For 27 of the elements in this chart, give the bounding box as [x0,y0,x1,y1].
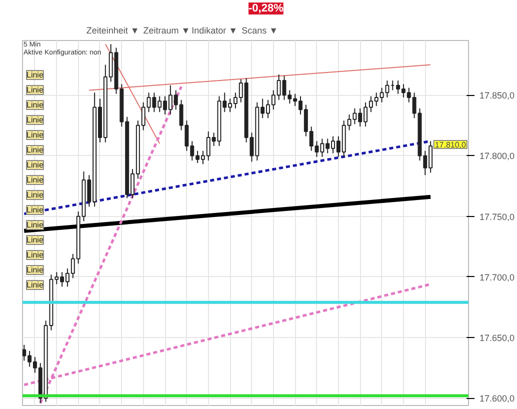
text: Scans ▼ [242,26,278,36]
text: -0,28% [248,2,284,14]
annotation: Linie [26,250,44,260]
annotation: Linie [26,116,44,124]
annotation: Linie [26,280,44,290]
annotation: Linie [26,70,44,80]
y-tick-label: 17.800,0 [480,151,515,162]
text: Zeiteinheit ▼ [86,26,140,36]
text: Indikator ▼ [192,26,238,36]
y-tick-label: 17.700,0 [480,272,515,282]
y-tick-label: 17.600,0 [480,394,515,404]
annotation: Linie [26,130,44,140]
annotation: Linie [26,220,44,230]
annotation: Linie [26,100,44,110]
annotation: Linie [26,190,44,200]
annotation: Linie [26,146,44,154]
y-tick-label: 17.750,0 [480,212,515,222]
text: Zeitraum ▼ [143,26,190,36]
annotation: Linie [26,236,44,244]
y-tick-label: 17.650,0 [480,333,515,344]
text: 17.810,0 [434,140,467,150]
annotation: Linie [26,86,44,94]
annotation: Linie [26,266,44,274]
annotation: Linie [26,206,44,214]
y-tick-label: 17.850,0 [480,90,515,101]
annotation: Linie [26,160,44,170]
annotation: Linie [26,176,44,184]
